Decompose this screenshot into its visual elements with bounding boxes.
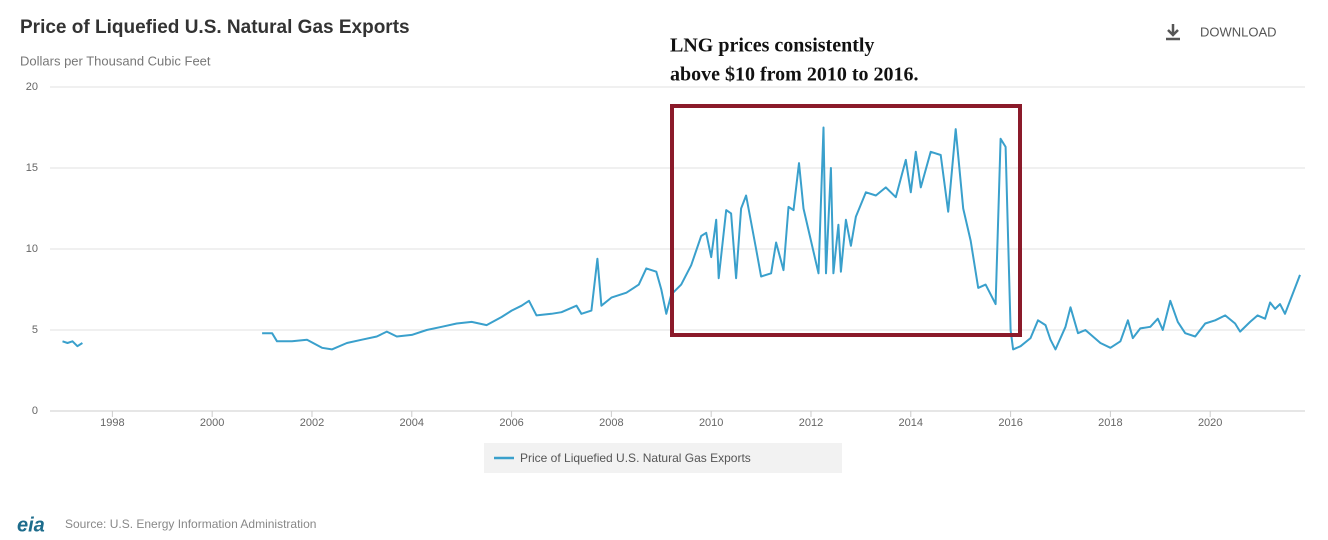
annotation-box: [670, 104, 1022, 337]
y-tick-label: 20: [26, 81, 38, 93]
download-icon: [1166, 24, 1180, 41]
x-tick-label: 1998: [100, 417, 124, 429]
x-tick-label: 2000: [200, 417, 224, 429]
logo: eia: [17, 514, 45, 536]
x-tick-label: 2016: [998, 417, 1022, 429]
x-tick-label: 2008: [599, 417, 623, 429]
x-tick-label: 2002: [300, 417, 324, 429]
download-button[interactable]: DOWNLOAD: [1166, 24, 1277, 41]
x-tick-label: 2020: [1198, 417, 1222, 429]
download-label: DOWNLOAD: [1200, 24, 1277, 39]
x-tick-label: 2010: [699, 417, 723, 429]
x-tick-label: 2006: [499, 417, 523, 429]
x-tick-label: 2012: [799, 417, 823, 429]
legend: [484, 443, 842, 473]
annotation-line: LNG prices consistently: [670, 35, 874, 57]
series-line: [62, 340, 83, 348]
source: Source: U.S. Energy Information Administ…: [65, 517, 316, 531]
y-tick-label: 0: [32, 405, 38, 417]
x-tick-label: 2004: [400, 417, 424, 429]
series-line: [262, 126, 1301, 351]
y-tick-label: 5: [32, 324, 38, 336]
x-tick-label: 2014: [899, 417, 923, 429]
annotation-line: above $10 from 2010 to 2016.: [670, 64, 919, 86]
y-tick-label: 10: [26, 243, 38, 255]
chart-title: Price of Liquefied U.S. Natural Gas Expo…: [20, 17, 410, 38]
y-tick-label: 15: [26, 162, 38, 174]
legend-label: Price of Liquefied U.S. Natural Gas Expo…: [520, 451, 751, 465]
chart-subtitle: Dollars per Thousand Cubic Feet: [20, 53, 211, 68]
x-tick-label: 2018: [1098, 417, 1122, 429]
